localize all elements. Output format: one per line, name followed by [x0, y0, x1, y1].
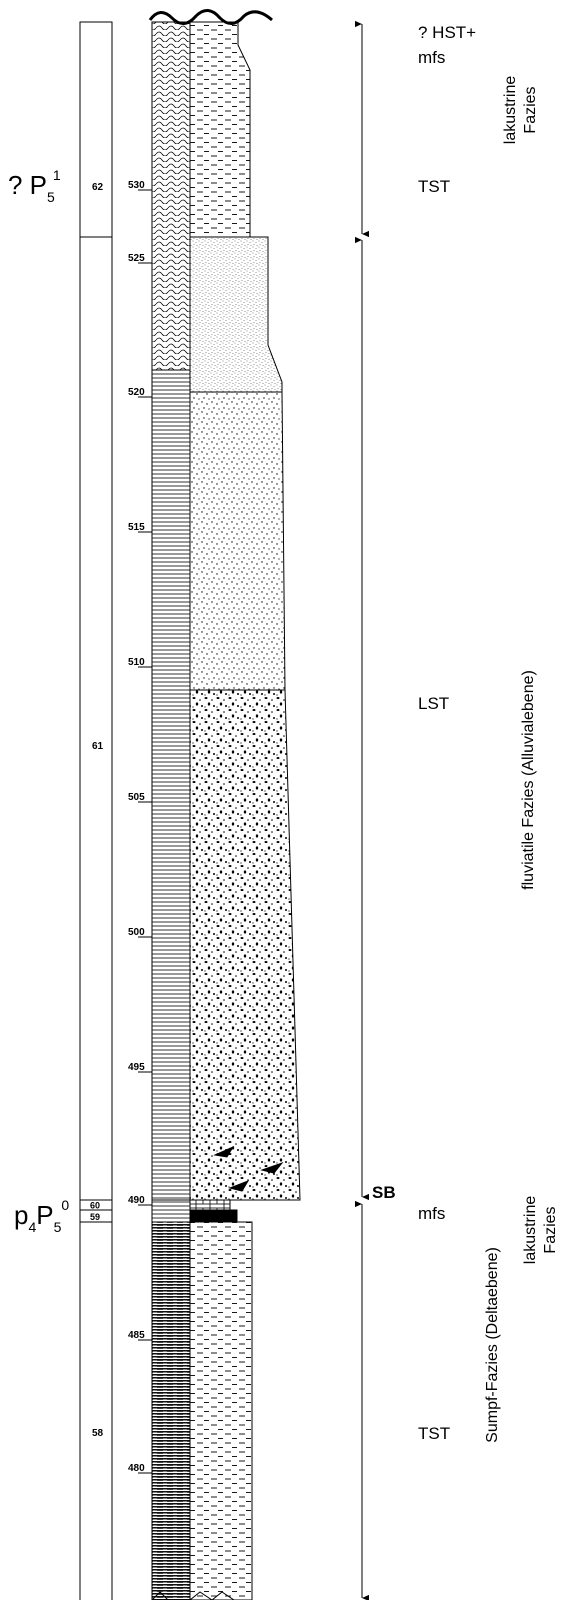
depth-label: 500	[128, 927, 145, 938]
facies-label: lakustrine	[522, 1196, 539, 1265]
depth-label: 520	[128, 387, 145, 398]
sequence-label: SB	[372, 1183, 396, 1202]
facies-label: Sumpf-Fazies (Deltaebene)	[484, 1247, 501, 1443]
bed-column	[79, 21, 113, 1605]
depth-label: 510	[128, 657, 145, 668]
bed-label: 59	[90, 1212, 100, 1222]
facies-label: Fazies	[522, 86, 539, 133]
bed-label: 61	[92, 741, 104, 752]
texture-column	[151, 21, 191, 1601]
depth-label: 495	[128, 1062, 145, 1073]
sequence-label: mfs	[418, 1204, 445, 1223]
depth-label: 490	[128, 1195, 145, 1206]
sequence-label: TST	[418, 1424, 450, 1443]
sequence-label: LST	[418, 694, 449, 713]
depth-label: 505	[128, 792, 145, 803]
facies-label: lakustrine	[502, 76, 519, 145]
sequence-label: ? HST+	[418, 23, 476, 42]
depth-scale: 530 525 520 515 510 505 500 495 490 485 480	[128, 180, 152, 1474]
bed-label: 62	[92, 182, 104, 193]
sequence-label: TST	[418, 177, 450, 196]
bed-label: 58	[92, 1428, 104, 1439]
stage-label: ? P51	[8, 167, 61, 205]
depth-label: 485	[128, 1330, 145, 1341]
depth-label: 530	[128, 180, 145, 191]
bed-label: 60	[90, 1201, 100, 1211]
facies-label: Fazies	[542, 1206, 559, 1253]
lithology-column	[189, 21, 301, 1601]
depth-label: 525	[128, 253, 145, 264]
facies-label: fluviatile Fazies (Alluvialebene)	[520, 670, 537, 890]
stage-label: p4P50	[14, 1197, 69, 1235]
depth-label: 515	[128, 522, 145, 533]
sequence-label: mfs	[418, 48, 445, 67]
erosion-top	[148, 9, 273, 25]
depth-label: 480	[128, 1463, 145, 1474]
